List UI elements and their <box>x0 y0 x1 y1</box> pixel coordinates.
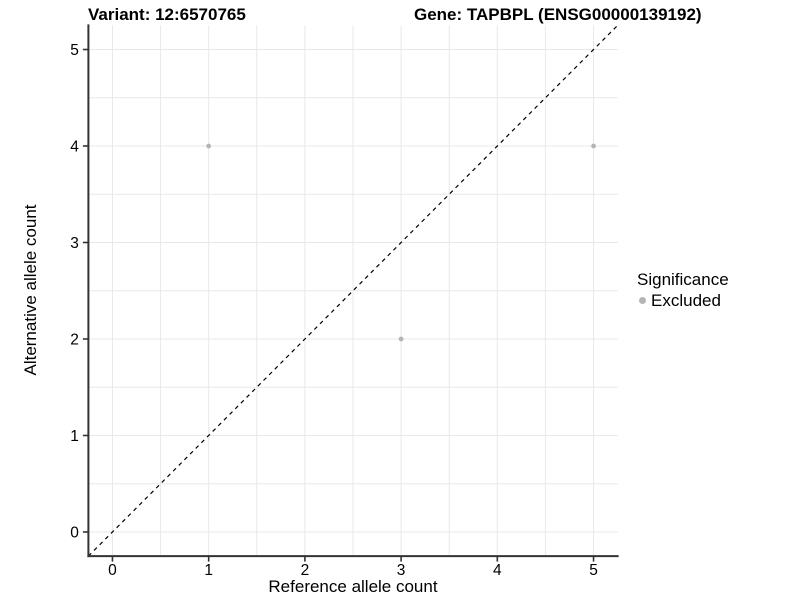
y-tick-label: 0 <box>70 524 79 541</box>
x-tick-label: 2 <box>301 562 310 579</box>
legend-point-icon <box>639 297 646 304</box>
y-axis-title: Alternative allele count <box>21 204 40 376</box>
legend-title: Significance <box>637 270 729 289</box>
plot-title-gene: Gene: TAPBPL (ENSG00000139192) <box>414 5 702 24</box>
data-point <box>206 143 212 149</box>
x-axis-title: Reference allele count <box>268 577 438 596</box>
y-tick-label: 3 <box>70 235 79 252</box>
y-tick-label: 5 <box>70 42 79 59</box>
legend: Significance Excluded <box>637 270 729 310</box>
y-tick-label: 4 <box>70 139 79 156</box>
identity-dashed-line <box>87 24 619 557</box>
y-tick-label: 2 <box>70 331 79 348</box>
y-tick-label: 1 <box>70 428 79 445</box>
x-tick-label: 1 <box>204 562 213 579</box>
x-tick-label: 4 <box>493 562 502 579</box>
x-tick-label: 0 <box>108 562 117 579</box>
data-point <box>398 336 404 342</box>
plot-title-variant: Variant: 12:6570765 <box>88 5 246 24</box>
data-point <box>591 143 596 149</box>
x-tick-label: 3 <box>397 562 406 579</box>
x-tick-label: 5 <box>589 562 598 579</box>
legend-item-excluded: Excluded <box>637 291 729 310</box>
legend-item-label: Excluded <box>651 291 721 310</box>
